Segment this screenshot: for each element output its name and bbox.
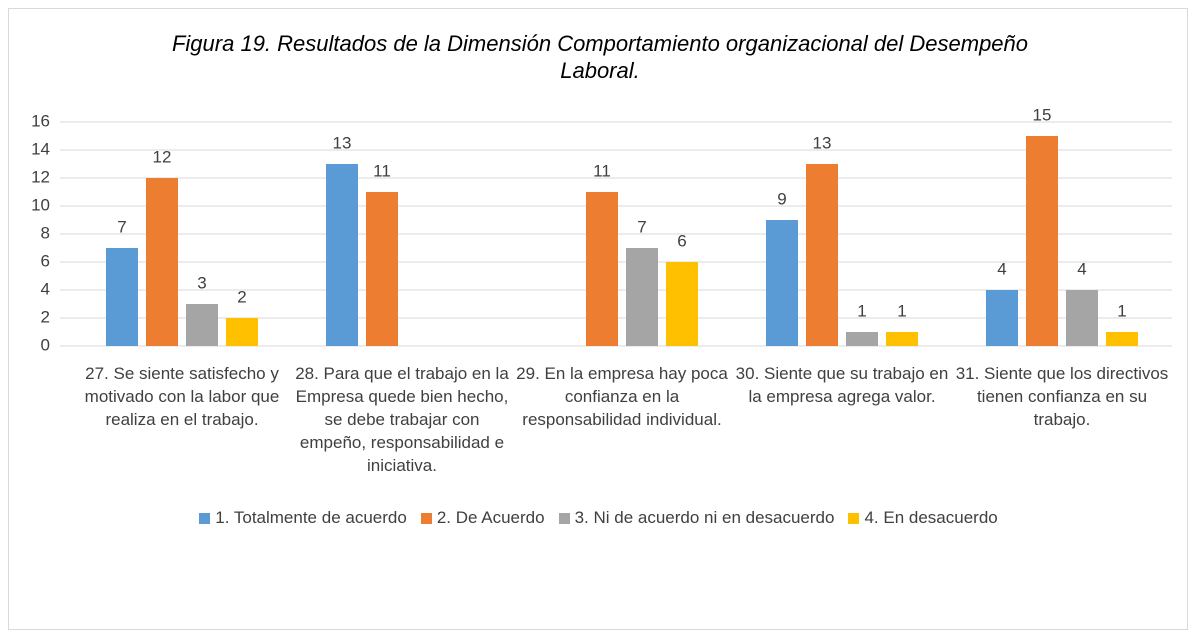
y-tick-label: 8 xyxy=(41,223,50,242)
bar xyxy=(666,262,698,346)
legend-label: 4. En desacuerdo xyxy=(864,508,998,527)
data-label: 11 xyxy=(593,161,611,180)
data-label: 3 xyxy=(197,273,206,292)
data-label: 4 xyxy=(1077,259,1086,278)
chart-title: Figura 19. Resultados de la Dimensión Co… xyxy=(171,31,1029,83)
legend-item: 1. Totalmente de acuerdo xyxy=(199,508,407,528)
data-label: 1 xyxy=(897,301,906,320)
bar xyxy=(326,164,358,346)
legend-swatch xyxy=(558,512,570,524)
x-tick-label: 27. Se siente satisfecho y motivado con … xyxy=(84,364,280,429)
legend-item: 3. Ni de acuerdo ni en desacuerdo xyxy=(558,508,835,528)
data-label: 11 xyxy=(373,161,391,180)
bar xyxy=(986,290,1018,346)
bar xyxy=(1066,290,1098,346)
y-tick-label: 4 xyxy=(41,279,50,298)
bar xyxy=(586,192,618,346)
legend-item: 4. En desacuerdo xyxy=(848,508,998,528)
data-label: 15 xyxy=(1033,105,1052,124)
bar xyxy=(626,248,658,346)
legend-swatch xyxy=(420,512,432,524)
y-tick-label: 6 xyxy=(41,251,50,270)
legend-swatch xyxy=(848,512,860,524)
x-tick-label: 31. Siente que los directivos tienen con… xyxy=(955,364,1169,429)
y-tick-label: 14 xyxy=(31,139,50,158)
bar xyxy=(1106,332,1138,346)
bar xyxy=(366,192,398,346)
x-tick-label: 28. Para que el trabajo en la Empresa qu… xyxy=(295,364,509,475)
y-tick-label: 12 xyxy=(31,167,50,186)
legend-label: 2. De Acuerdo xyxy=(436,508,545,527)
data-label: 7 xyxy=(637,217,646,236)
legend-label: 3. Ni de acuerdo ni en desacuerdo xyxy=(574,508,835,527)
bar xyxy=(806,164,838,346)
data-label: 7 xyxy=(117,217,126,236)
data-label: 1 xyxy=(857,301,866,320)
legend-label: 1. Totalmente de acuerdo xyxy=(215,508,407,527)
y-tick-label: 10 xyxy=(31,195,50,214)
data-label: 13 xyxy=(333,133,352,152)
y-tick-label: 0 xyxy=(41,335,50,354)
data-label: 4 xyxy=(997,259,1006,278)
data-label: 13 xyxy=(813,133,832,152)
data-label: 9 xyxy=(777,189,786,208)
bar xyxy=(186,304,218,346)
bar xyxy=(106,248,138,346)
y-tick-label: 2 xyxy=(41,307,50,326)
x-tick-label: 29. En la empresa hay poca confianza en … xyxy=(516,364,728,429)
data-label: 2 xyxy=(237,287,246,306)
data-label: 6 xyxy=(677,231,686,250)
chart-border xyxy=(8,8,1188,630)
legend-swatch xyxy=(199,512,211,524)
legend: 1. Totalmente de acuerdo 2. De Acuerdo 3. … xyxy=(0,508,1197,528)
data-label: 1 xyxy=(1117,301,1126,320)
bar xyxy=(886,332,918,346)
data-label: 12 xyxy=(153,147,172,166)
bar xyxy=(1026,136,1058,346)
y-tick-label: 16 xyxy=(31,111,50,130)
legend-item: 2. De Acuerdo xyxy=(420,508,545,528)
bar xyxy=(226,318,258,346)
bar xyxy=(766,220,798,346)
x-tick-label: 30. Siente que su trabajo en la empresa … xyxy=(735,364,949,406)
bar xyxy=(146,178,178,346)
bar xyxy=(846,332,878,346)
